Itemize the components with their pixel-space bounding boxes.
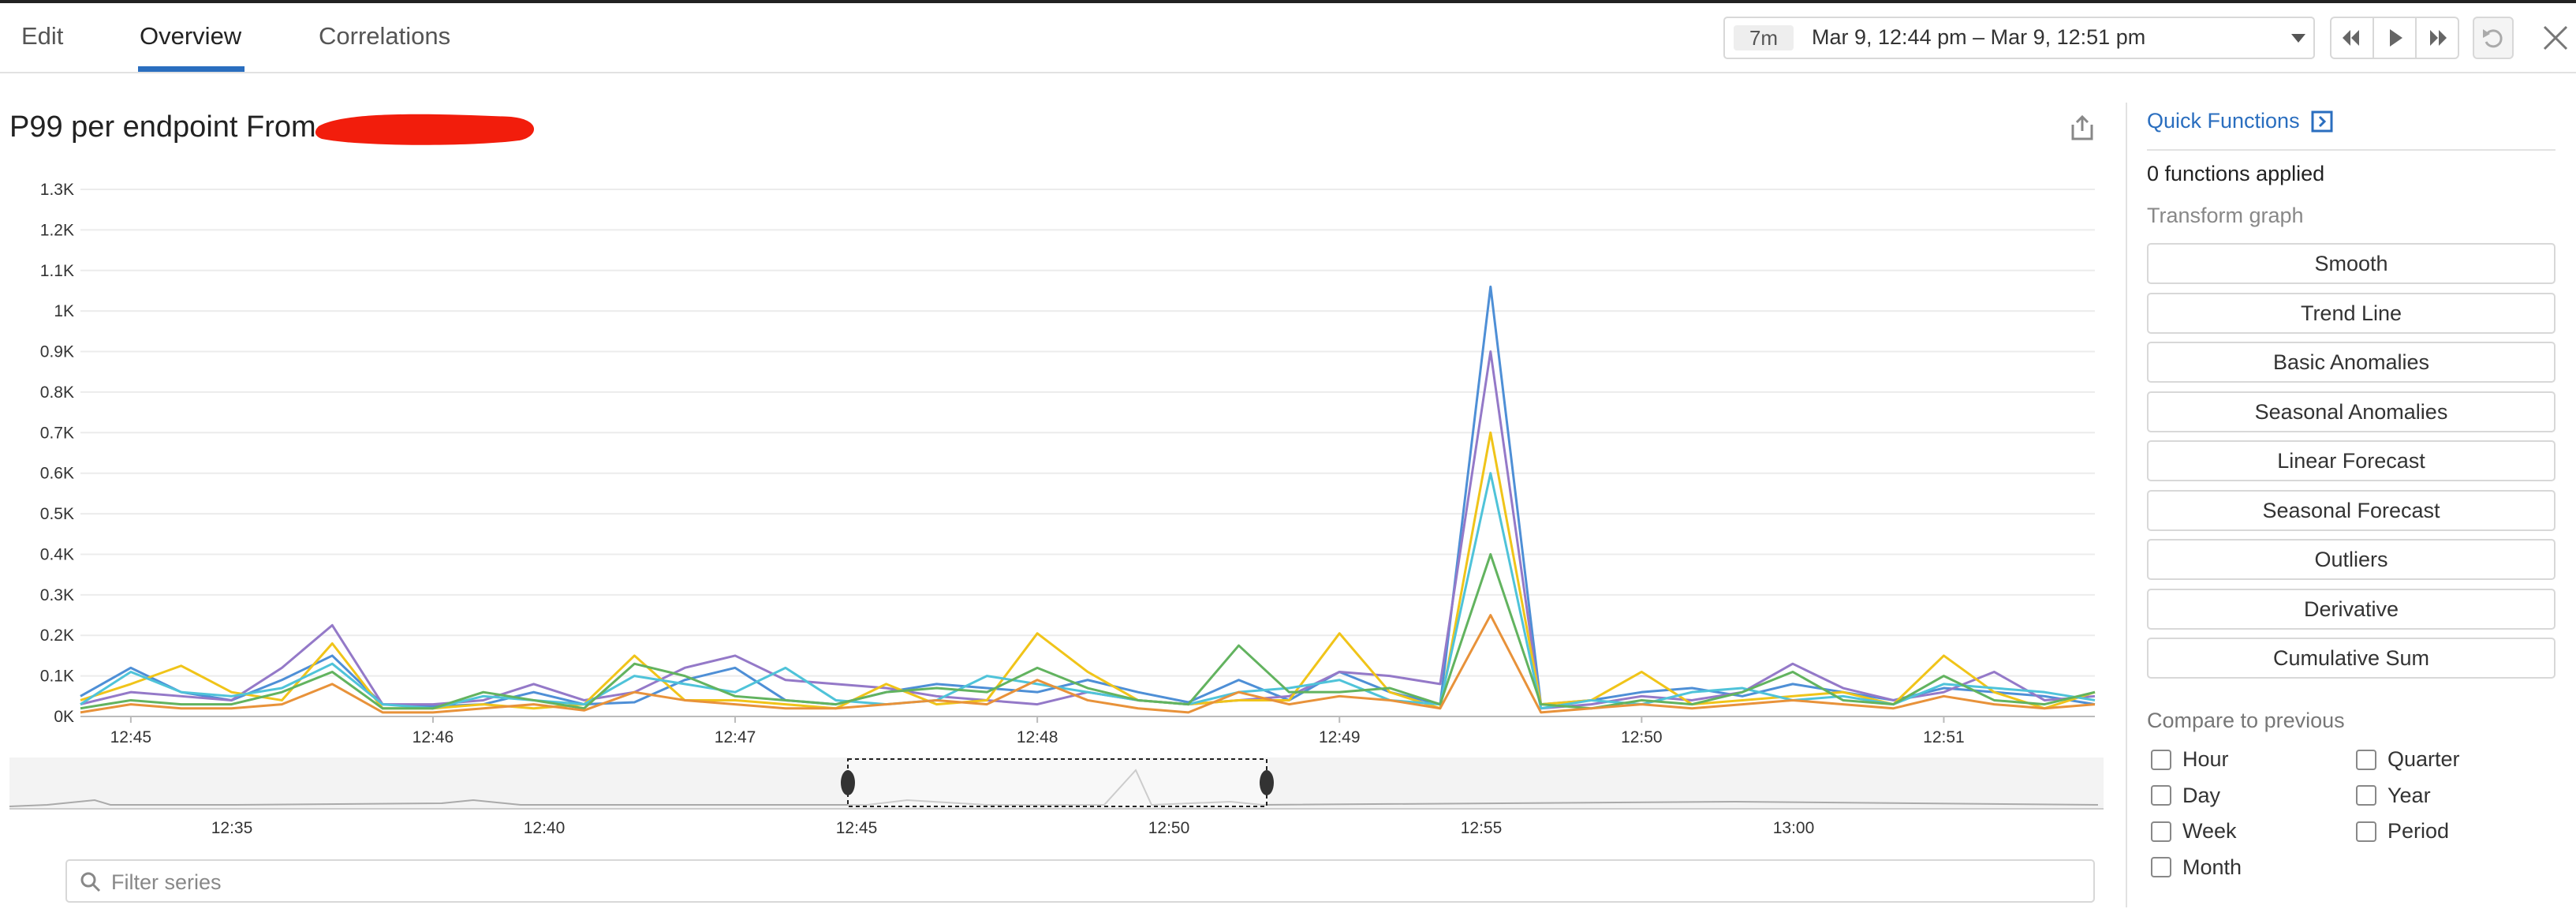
time-picker[interactable]: 7m Mar 9, 12:44 pm – Mar 9, 12:51 pm [1723, 17, 2315, 59]
series-line [80, 350, 2096, 710]
series-line [80, 552, 2096, 710]
close-button[interactable] [2541, 24, 2570, 52]
checkbox[interactable] [2356, 785, 2376, 806]
share-icon[interactable] [2070, 114, 2095, 142]
time-text: Mar 9, 12:44 pm – Mar 9, 12:51 pm [1812, 25, 2146, 49]
function-button[interactable]: Outliers [2147, 539, 2555, 580]
navigator-sparkline [9, 769, 2099, 807]
compare-checkbox[interactable]: Period [2356, 819, 2449, 844]
y-tick-label: 1K [54, 302, 74, 320]
x-tick-label: 12:49 [1319, 728, 1361, 746]
y-tick-label: 0.3K [40, 586, 74, 604]
chart: 0K 0.1K 0.2K 0.3K 0.4K 0.5K 0.6K 0.7K 0.8K 0.9K 1K… [9, 181, 2104, 836]
checkbox-label: Quarter [2387, 747, 2460, 771]
y-tick-label: 0.6K [40, 465, 74, 483]
y-tick-label: 1.2K [40, 221, 74, 239]
x-tick-label: 12:47 [715, 728, 756, 746]
navigator-tick-label: 13:00 [1773, 819, 1815, 836]
checkbox-label: Period [2387, 819, 2450, 843]
tab-underline [138, 66, 245, 72]
compare-checkbox[interactable]: Year [2356, 784, 2431, 808]
chart-title: P99 per endpoint From [9, 110, 316, 144]
checkbox-label: Hour [2182, 747, 2229, 771]
function-button[interactable]: Trend Line [2147, 292, 2555, 334]
filter-placeholder: Filter series [111, 870, 222, 894]
tab-overview[interactable]: Overview [140, 22, 242, 50]
navigator-handle[interactable] [1260, 770, 1274, 795]
checkbox-label: Day [2182, 783, 2221, 807]
navigator-tick-label: 12:45 [836, 819, 878, 836]
checkbox[interactable] [2356, 821, 2376, 842]
navigator-handle[interactable] [841, 770, 855, 795]
playback-controls[interactable] [2330, 17, 2459, 59]
navigator-tick-label: 12:55 [1461, 819, 1503, 836]
redaction [315, 114, 535, 145]
y-tick-label: 0.1K [40, 668, 74, 686]
y-tick-label: 0K [54, 708, 74, 726]
collapse-icon[interactable] [2311, 110, 2333, 133]
checkbox[interactable] [2356, 749, 2376, 770]
x-tick-label: 12:50 [1621, 728, 1663, 746]
function-button[interactable]: Derivative [2147, 588, 2555, 630]
y-tick-label: 1.1K [40, 262, 74, 280]
transform-label: Transform graph [2147, 204, 2304, 227]
series-line [80, 472, 2096, 710]
y-tick-label: 0.8K [40, 383, 74, 402]
y-tick-label: 0.9K [40, 343, 74, 361]
checkbox[interactable] [2151, 749, 2171, 770]
compare-label: Compare to previous [2147, 709, 2345, 732]
series-line [80, 614, 2096, 714]
x-tick-label: 12:45 [110, 728, 152, 746]
navigator-tick-label: 12:35 [211, 819, 253, 836]
panel-rule [2147, 149, 2555, 151]
time-badge: 7m [1734, 25, 1794, 50]
y-tick-label: 0.2K [40, 627, 74, 645]
function-button[interactable]: Seasonal Forecast [2147, 489, 2555, 531]
x-tick-label: 12:48 [1017, 728, 1058, 746]
function-button[interactable]: Cumulative Sum [2147, 638, 2555, 679]
checkbox[interactable] [2151, 821, 2171, 842]
x-tick-label: 12:46 [413, 728, 454, 746]
refresh-button[interactable] [2473, 17, 2514, 59]
function-button[interactable]: Linear Forecast [2147, 440, 2555, 481]
panel-status: 0 functions applied [2147, 162, 2325, 185]
compare-checkbox[interactable]: Week [2151, 819, 2237, 844]
function-button[interactable]: Smooth [2147, 243, 2555, 284]
function-button[interactable]: Basic Anomalies [2147, 342, 2555, 383]
x-tick-label: 12:51 [1923, 728, 1965, 746]
filter-input[interactable]: Filter series [65, 859, 2095, 903]
panel-divider [2126, 103, 2127, 907]
checkbox[interactable] [2151, 785, 2171, 806]
navigator-tick-label: 12:50 [1148, 819, 1190, 836]
search-icon [80, 872, 101, 892]
compare-checkbox[interactable]: Quarter [2356, 747, 2460, 772]
compare-checkbox[interactable]: Hour [2151, 747, 2229, 772]
checkbox-label: Week [2182, 819, 2237, 843]
navigator-bg [9, 758, 2104, 809]
checkbox[interactable] [2151, 857, 2171, 877]
navigator-selection[interactable] [847, 758, 1267, 807]
header-border [0, 72, 2576, 73]
checkbox-label: Year [2387, 783, 2431, 807]
compare-checkbox[interactable]: Day [2151, 784, 2220, 808]
tab-edit[interactable]: Edit [21, 22, 64, 50]
compare-checkbox[interactable]: Month [2151, 855, 2242, 880]
y-tick-label: 0.5K [40, 505, 74, 523]
y-tick-label: 0.7K [40, 424, 74, 442]
tab-correlations[interactable]: Correlations [319, 22, 451, 50]
caret [2291, 34, 2305, 43]
navigator-tick-label: 12:40 [524, 819, 566, 836]
series-line [80, 285, 2096, 708]
function-button[interactable]: Seasonal Anomalies [2147, 391, 2555, 432]
series-line [80, 431, 2096, 710]
checkbox-label: Month [2182, 855, 2242, 879]
y-tick-label: 1.3K [40, 181, 74, 199]
y-tick-label: 0.4K [40, 545, 74, 563]
panel-title[interactable]: Quick Functions [2147, 109, 2300, 133]
top-edge [0, 0, 2576, 3]
